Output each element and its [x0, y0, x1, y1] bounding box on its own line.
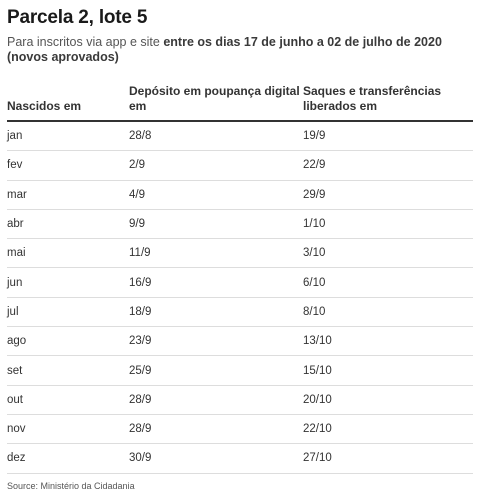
table-row: out 28/9 20/10: [7, 385, 473, 415]
table-row: nov 28/9 22/10: [7, 414, 473, 445]
cell-birth-month: jul: [7, 297, 129, 328]
table-row: abr 9/9 1/10: [7, 209, 473, 240]
cell-birth-month: nov: [7, 414, 129, 445]
cell-birth-month: abr: [7, 209, 129, 240]
cell-deposit-date: 28/9: [129, 414, 303, 445]
cell-withdrawal-date: 27/10: [303, 443, 473, 474]
table-row: set 25/9 15/10: [7, 355, 473, 386]
cell-deposit-date: 9/9: [129, 209, 303, 240]
cell-birth-month: dez: [7, 443, 129, 474]
cell-birth-month: jun: [7, 267, 129, 298]
cell-deposit-date: 16/9: [129, 267, 303, 298]
subtitle-plain: Para inscritos via app e site: [7, 35, 164, 49]
table-row: mai 11/9 3/10: [7, 238, 473, 269]
cell-withdrawal-date: 13/10: [303, 326, 473, 357]
page-title: Parcela 2, lote 5: [7, 7, 148, 28]
cell-birth-month: ago: [7, 326, 129, 357]
table-row: jul 18/9 8/10: [7, 297, 473, 328]
cell-deposit-date: 2/9: [129, 150, 303, 181]
cell-withdrawal-date: 19/9: [303, 121, 473, 152]
table-row: fev 2/9 22/9: [7, 150, 473, 181]
table-row: ago 23/9 13/10: [7, 326, 473, 357]
cell-deposit-date: 28/8: [129, 121, 303, 152]
cell-withdrawal-date: 20/10: [303, 385, 473, 415]
cell-birth-month: set: [7, 355, 129, 386]
cell-withdrawal-date: 22/10: [303, 414, 473, 445]
cell-birth-month: out: [7, 385, 129, 415]
cell-deposit-date: 25/9: [129, 355, 303, 386]
table-row: dez 30/9 27/10: [7, 443, 473, 474]
cell-deposit-date: 4/9: [129, 180, 303, 210]
cell-withdrawal-date: 22/9: [303, 150, 473, 181]
header-birth-month: Nascidos em: [7, 83, 129, 122]
cell-withdrawal-date: 8/10: [303, 297, 473, 328]
cell-withdrawal-date: 1/10: [303, 209, 473, 240]
table-header-row: Nascidos em Depósito em poupança digital…: [7, 83, 473, 122]
cell-withdrawal-date: 3/10: [303, 238, 473, 269]
header-withdrawal-date: Saques e transferências liberados em: [303, 83, 473, 122]
subtitle-bold: entre os dias 17 de junho a 02 de julho …: [7, 35, 442, 64]
source-note: Source: Ministério da Cidadania: [7, 481, 135, 491]
cell-deposit-date: 30/9: [129, 443, 303, 474]
cell-deposit-date: 23/9: [129, 326, 303, 357]
table-card: Parcela 2, lote 5 Para inscritos via app…: [7, 0, 473, 474]
cell-birth-month: fev: [7, 150, 129, 181]
schedule-table: Nascidos em Depósito em poupança digital…: [7, 83, 473, 474]
cell-deposit-date: 18/9: [129, 297, 303, 328]
table-row: mar 4/9 29/9: [7, 180, 473, 210]
cell-birth-month: mar: [7, 180, 129, 210]
header-deposit-date: Depósito em poupança digital em: [129, 83, 303, 122]
cell-withdrawal-date: 6/10: [303, 267, 473, 298]
table-row: jan 28/8 19/9: [7, 121, 473, 152]
subtitle: Para inscritos via app e site entre os d…: [7, 35, 469, 65]
cell-deposit-date: 11/9: [129, 238, 303, 269]
cell-deposit-date: 28/9: [129, 385, 303, 415]
cell-withdrawal-date: 29/9: [303, 180, 473, 210]
cell-birth-month: jan: [7, 121, 129, 152]
cell-birth-month: mai: [7, 238, 129, 269]
table-row: jun 16/9 6/10: [7, 267, 473, 298]
cell-withdrawal-date: 15/10: [303, 355, 473, 386]
